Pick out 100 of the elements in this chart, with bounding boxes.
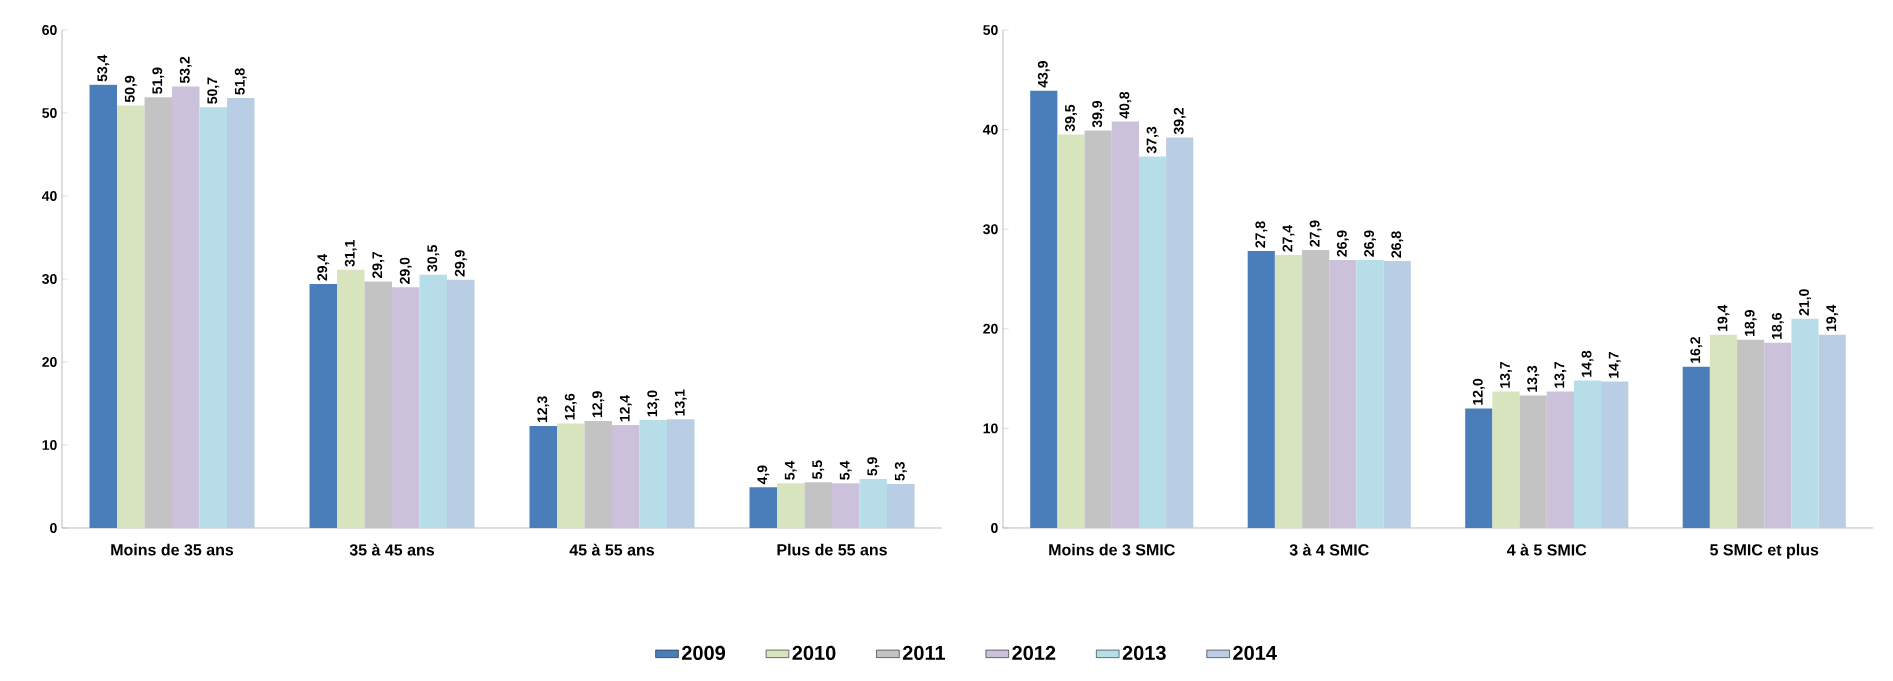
- data-label: 5,9: [867, 457, 880, 476]
- y-tick-label: 20: [42, 357, 57, 367]
- data-label: 5,3: [894, 462, 907, 481]
- data-label: 39,2: [1173, 107, 1186, 135]
- data-label: 14,8: [1581, 350, 1594, 377]
- data-label: 21,0: [1799, 289, 1812, 316]
- data-label: 29,4: [317, 253, 330, 281]
- data-label: 53,2: [179, 56, 192, 84]
- bar: [1791, 318, 1819, 528]
- bar: [584, 420, 613, 528]
- data-label: 4,9: [757, 465, 770, 485]
- bar: [1247, 251, 1275, 528]
- legend-label: 2010: [792, 645, 836, 661]
- bar: [89, 84, 118, 528]
- y-tick-label: 40: [41, 191, 57, 201]
- data-label: 27,4: [1282, 225, 1295, 252]
- bar: [1737, 339, 1765, 528]
- y-tick-label: 20: [983, 323, 998, 334]
- data-label: 50,9: [124, 75, 137, 103]
- data-label: 12,3: [537, 396, 550, 423]
- data-label: 51,8: [234, 68, 247, 95]
- data-label: 53,4: [97, 54, 110, 82]
- data-label: 51,9: [152, 67, 165, 94]
- data-label: 19,4: [1717, 304, 1730, 331]
- bar: [777, 483, 805, 528]
- data-label: 37,3: [1146, 126, 1159, 154]
- bar: [859, 479, 887, 528]
- y-tick-label: 60: [42, 25, 57, 35]
- legend-label: 2009: [682, 645, 726, 661]
- bar: [1465, 408, 1493, 528]
- bar: [667, 419, 695, 528]
- bar: [447, 279, 475, 528]
- data-label: 19,4: [1826, 304, 1839, 331]
- y-tick-label: 50: [42, 108, 57, 118]
- bar: [749, 487, 778, 528]
- bar: [832, 483, 860, 528]
- data-label: 16,2: [1690, 337, 1703, 363]
- bar: [364, 281, 393, 528]
- bar: [1302, 250, 1330, 528]
- y-tick-label: 50: [983, 25, 998, 35]
- bar: [639, 420, 668, 528]
- data-label: 39,5: [1065, 104, 1077, 132]
- legend-label: 2014: [1233, 645, 1277, 661]
- bar: [1682, 366, 1710, 528]
- data-label: 50,7: [207, 77, 220, 104]
- legend-label: 2011: [902, 645, 946, 661]
- data-label: 12,6: [564, 393, 577, 420]
- bar: [1138, 156, 1167, 528]
- legend-label: 2013: [1122, 645, 1166, 661]
- x-tick-label: 3 à 4 SMIC: [1289, 543, 1369, 556]
- x-tick-label: 5 SMIC et plus: [1710, 543, 1819, 559]
- data-label: 29,0: [399, 257, 412, 284]
- data-label: 26,9: [1336, 230, 1349, 257]
- bar: [1329, 260, 1357, 528]
- bar: [309, 283, 338, 528]
- bar: [1383, 261, 1411, 528]
- data-label: 13,7: [1500, 361, 1512, 388]
- data-label: 27,9: [1309, 220, 1322, 247]
- data-label: 5,5: [812, 460, 825, 479]
- data-label: 12,9: [592, 391, 605, 418]
- data-label: 13,1: [674, 389, 687, 416]
- bar: [1601, 381, 1629, 528]
- bar: [1274, 255, 1303, 528]
- data-label: 43,9: [1037, 61, 1050, 88]
- y-tick-label: 30: [983, 224, 998, 235]
- data-label: 12,4: [619, 394, 632, 422]
- x-tick-label: Plus de 55 ans: [777, 543, 887, 556]
- bar: [1356, 260, 1384, 528]
- data-label: 13,3: [1527, 365, 1540, 392]
- bar: [419, 274, 448, 528]
- bar: [392, 287, 420, 528]
- bar: [1492, 391, 1520, 528]
- bar: [804, 482, 833, 528]
- data-label: 29,9: [454, 250, 467, 277]
- bar: [529, 425, 558, 528]
- bar: [1546, 391, 1574, 528]
- data-label: 27,8: [1255, 221, 1268, 248]
- data-label: 31,1: [344, 240, 357, 267]
- y-tick-label: 0: [50, 523, 57, 533]
- data-label: 14,7: [1608, 352, 1621, 378]
- bar: [1573, 380, 1602, 528]
- x-tick-label: 45 à 55 ans: [569, 543, 655, 556]
- x-tick-label: 35 à 45 ans: [349, 543, 435, 556]
- y-tick-label: 40: [982, 124, 998, 135]
- data-label: 5,4: [784, 460, 797, 480]
- data-label: 13,0: [647, 390, 660, 417]
- bar: [199, 107, 228, 528]
- bar: [1111, 121, 1139, 528]
- x-tick-label: Moins de 3 SMIC: [1049, 543, 1175, 556]
- bar: [1030, 90, 1058, 528]
- bar: [1166, 137, 1194, 528]
- data-label: 26,8: [1391, 231, 1404, 258]
- data-label: 18,9: [1744, 310, 1757, 336]
- data-label: 18,6: [1771, 313, 1784, 339]
- y-tick-label: 10: [983, 423, 998, 434]
- bar: [1764, 342, 1792, 528]
- x-tick-label: 4 à 5 SMIC: [1506, 543, 1587, 556]
- bar: [887, 484, 915, 528]
- y-tick-label: 0: [991, 523, 998, 533]
- bar: [612, 425, 640, 528]
